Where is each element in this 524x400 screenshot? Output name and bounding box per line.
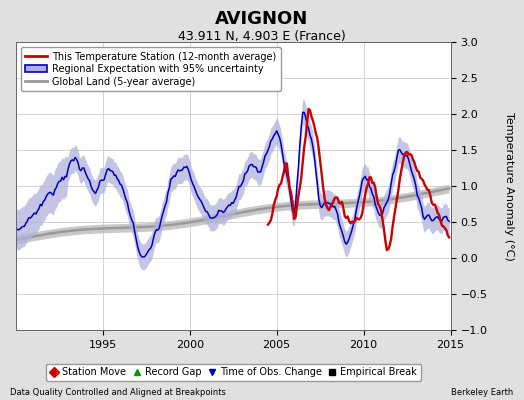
Text: 43.911 N, 4.903 E (France): 43.911 N, 4.903 E (France) xyxy=(178,30,346,43)
Text: Data Quality Controlled and Aligned at Breakpoints: Data Quality Controlled and Aligned at B… xyxy=(10,388,226,397)
Y-axis label: Temperature Anomaly (°C): Temperature Anomaly (°C) xyxy=(504,112,514,260)
Text: Berkeley Earth: Berkeley Earth xyxy=(451,388,514,397)
Text: AVIGNON: AVIGNON xyxy=(215,10,309,28)
Legend: Station Move, Record Gap, Time of Obs. Change, Empirical Break: Station Move, Record Gap, Time of Obs. C… xyxy=(46,364,421,381)
